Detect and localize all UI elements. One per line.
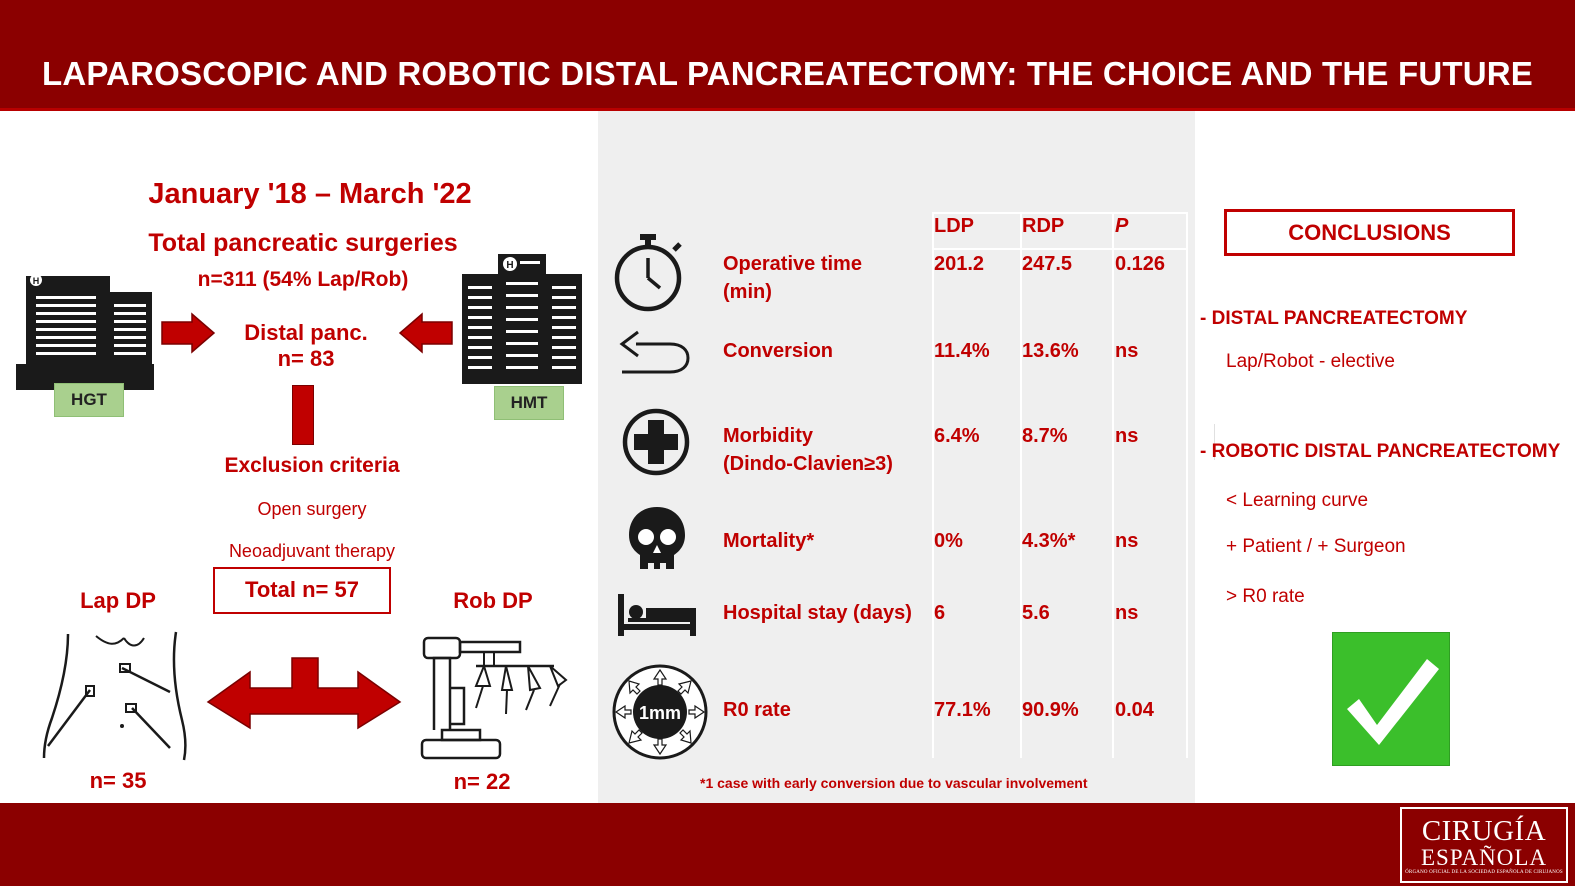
table-row-divider	[932, 248, 1188, 250]
table-header-p: P	[1115, 215, 1129, 237]
row-label-mortality: Mortality*	[723, 530, 815, 552]
cell-ldp: 201.2	[934, 253, 985, 275]
table-column-divider	[1186, 212, 1188, 758]
conclusion-item: < Learning curve	[1226, 490, 1369, 511]
cell-p: ns	[1115, 340, 1139, 362]
conclusion-divider	[1214, 424, 1215, 460]
medical-cross-icon	[622, 408, 690, 476]
logo-line-1: CIRUGÍA	[1421, 815, 1547, 847]
hospital-building-left-icon: H	[16, 274, 154, 390]
arrow-right-icon	[161, 312, 216, 354]
skull-icon	[629, 507, 685, 569]
lap-dp-label: Lap DP	[80, 588, 156, 613]
cell-rdp: 90.9%	[1022, 699, 1079, 721]
stopwatch-icon	[614, 234, 682, 312]
exclusion-item: Open surgery	[257, 499, 367, 519]
row-label-operative-time: Operative time	[723, 253, 862, 275]
row-sublabel-operative-time: (min)	[723, 281, 772, 303]
table-row-divider	[932, 212, 1188, 214]
cell-rdp: 247.5	[1022, 253, 1073, 275]
total-surgeries-count: n=311 (54% Lap/Rob)	[197, 268, 409, 291]
table-column-divider	[1112, 212, 1114, 758]
exclusion-connector	[292, 385, 314, 445]
cell-p: ns	[1115, 602, 1139, 624]
conclusion-section-heading: - ROBOTIC DISTAL PANCREATECTOMY	[1200, 441, 1561, 462]
laparoscopy-torso-icon	[42, 631, 187, 761]
cell-ldp: 6.4%	[934, 425, 980, 447]
row-sublabel-morbidity: (Dindo-Clavien≥3)	[723, 453, 893, 475]
hospital-building-right-icon: H	[462, 254, 582, 384]
row-label-r0-rate: R0 rate	[723, 699, 791, 721]
margin-icon-text: 1mm	[639, 703, 681, 723]
cell-rdp: 8.7%	[1022, 425, 1068, 447]
cell-ldp: 0%	[934, 530, 963, 552]
cell-rdp: 13.6%	[1022, 340, 1079, 362]
conclusion-item: > R0 rate	[1226, 586, 1305, 607]
table-header-rdp: RDP	[1022, 215, 1065, 237]
logo-line-3: ÓRGANO OFICIAL DE LA SOCIEDAD ESPAÑOLA D…	[1405, 870, 1563, 875]
cell-rdp: 4.3%*	[1022, 530, 1076, 552]
page-title: LAPAROSCOPIC AND ROBOTIC DISTAL PANCREAT…	[41, 55, 1534, 92]
footer-banner	[0, 803, 1575, 886]
total-cohort-box: Total n= 57	[213, 567, 391, 614]
exclusion-item: Neoadjuvant therapy	[228, 541, 396, 561]
study-period: January '18 – March '22	[148, 178, 472, 210]
hospital-left-label: HGT	[54, 383, 124, 417]
surgical-robot-icon	[420, 636, 568, 760]
journal-logo: CIRUGÍA ESPAÑOLA ÓRGANO OFICIAL DE LA SO…	[1400, 807, 1568, 883]
table-header-ldp: LDP	[934, 215, 974, 237]
cell-ldp: 11.4%	[934, 340, 990, 362]
header-banner	[0, 0, 1575, 108]
conclusion-item: + Patient / + Surgeon	[1226, 536, 1406, 557]
exclusion-title: Exclusion criteria	[224, 454, 400, 477]
cell-rdp: 5.6	[1022, 602, 1050, 624]
conclusion-section-heading: - DISTAL PANCREATECTOMY	[1200, 308, 1468, 329]
svg-text:H: H	[506, 260, 513, 271]
rob-dp-count: n= 22	[453, 769, 511, 794]
cell-ldp: 6	[934, 602, 946, 624]
conclusions-title: CONCLUSIONS	[1224, 209, 1515, 256]
table-footnote: *1 case with early conversion due to vas…	[700, 775, 1088, 791]
checkmark-badge	[1332, 632, 1450, 766]
cell-p: 0.04	[1115, 699, 1154, 721]
total-surgeries-label: Total pancreatic surgeries	[148, 229, 458, 257]
lap-dp-count: n= 35	[89, 768, 147, 793]
rob-dp-label: Rob DP	[453, 588, 533, 613]
distal-panc-label: Distal panc.	[244, 320, 368, 345]
row-label-hospital-stay: Hospital stay (days)	[723, 602, 912, 624]
svg-text:H: H	[33, 276, 40, 286]
cell-p: 0.126	[1115, 253, 1166, 275]
hospital-right-label: HMT	[494, 386, 564, 420]
hospital-bed-icon	[618, 594, 696, 636]
row-label-morbidity: Morbidity	[723, 425, 813, 447]
distal-panc-count: n= 83	[277, 346, 335, 371]
checkmark-icon	[1347, 659, 1439, 745]
return-arrow-icon	[619, 330, 690, 374]
table-column-divider	[1020, 212, 1022, 758]
arrow-left-icon	[398, 312, 453, 354]
conclusion-item: Lap/Robot - elective	[1226, 351, 1395, 372]
row-label-conversion: Conversion	[723, 340, 834, 362]
header-divider	[0, 108, 1575, 111]
cell-p: ns	[1115, 530, 1139, 552]
logo-line-2: ESPAÑOLA	[1420, 845, 1547, 870]
margin-1mm-icon: 1mm	[612, 664, 708, 760]
cell-ldp: 77.1%	[934, 699, 991, 721]
comparison-arrow-icon	[206, 657, 402, 730]
table-column-divider	[932, 212, 934, 758]
cell-p: ns	[1115, 425, 1139, 447]
